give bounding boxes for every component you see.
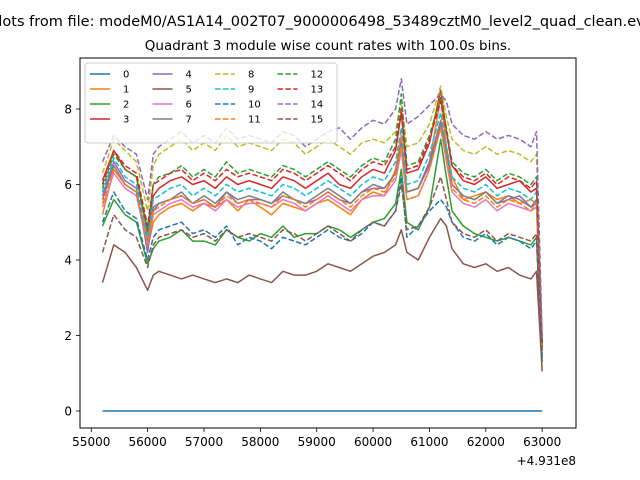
x-tick-label: 61000 — [410, 435, 448, 449]
legend-label-15: 15 — [311, 115, 324, 126]
series-line-9 — [101, 111, 543, 347]
x-tick-label: 60000 — [354, 435, 392, 449]
legend-label-2: 2 — [123, 100, 129, 111]
legend-label-0: 0 — [123, 70, 129, 81]
series-line-10 — [101, 176, 543, 359]
legend-label-4: 4 — [186, 70, 192, 81]
legend-label-5: 5 — [186, 85, 192, 96]
series-line-1 — [101, 96, 543, 351]
plot-frame — [79, 57, 577, 429]
legend-label-1: 1 — [123, 85, 129, 96]
legend-label-14: 14 — [311, 100, 324, 111]
series-line-7 — [101, 123, 543, 351]
x-tick-label: 62000 — [467, 435, 505, 449]
y-tick-label: 2 — [64, 329, 72, 343]
legend-label-13: 13 — [311, 85, 324, 96]
y-tick-label: 4 — [64, 253, 72, 267]
series-line-6 — [101, 127, 543, 351]
x-tick-label: 56000 — [129, 435, 167, 449]
series-line-13 — [101, 100, 543, 344]
legend-label-7: 7 — [186, 115, 192, 126]
x-offset-label: +4.931e8 — [517, 454, 576, 468]
series-line-3 — [101, 89, 543, 347]
legend-label-12: 12 — [311, 70, 324, 81]
series-line-2 — [101, 138, 543, 362]
x-tick-label: 55000 — [72, 435, 110, 449]
series-line-11 — [101, 127, 543, 351]
legend-label-3: 3 — [123, 115, 129, 126]
y-tick-label: 0 — [64, 405, 72, 419]
x-tick-label: 57000 — [185, 435, 223, 449]
legend-label-9: 9 — [248, 85, 254, 96]
y-tick-label: 6 — [64, 178, 72, 192]
series-line-15 — [101, 176, 543, 355]
x-tick-label: 59000 — [298, 435, 336, 449]
series-line-8 — [101, 85, 543, 340]
figure-suptitle: Plots from file: modeM0/AS1A14_002T07_90… — [0, 14, 640, 30]
legend-box — [84, 62, 338, 144]
legend-label-11: 11 — [248, 115, 261, 126]
y-axis: 0 2 4 6 8 — [64, 102, 80, 419]
x-axis: 55000 56000 57000 58000 59000 60000 61000 62000… — [72, 428, 561, 449]
plot-area — [79, 57, 577, 429]
chart-title: Quadrant 3 module wise count rates with … — [145, 38, 511, 54]
series-line-5 — [101, 217, 543, 372]
legend-label-10: 10 — [248, 100, 261, 111]
legend-label-6: 6 — [186, 100, 192, 111]
y-tick-label: 8 — [64, 102, 72, 116]
x-tick-label: 58000 — [241, 435, 279, 449]
x-tick-label: 63000 — [523, 435, 561, 449]
legend-label-8: 8 — [248, 70, 254, 81]
series-layer — [101, 78, 543, 412]
